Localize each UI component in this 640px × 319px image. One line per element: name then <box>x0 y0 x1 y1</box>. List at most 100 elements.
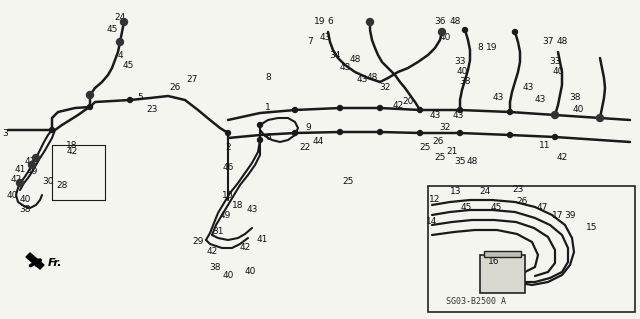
Circle shape <box>225 130 230 136</box>
Circle shape <box>552 135 557 139</box>
Circle shape <box>49 128 54 132</box>
Text: 43: 43 <box>429 110 441 120</box>
Circle shape <box>292 130 298 136</box>
Polygon shape <box>26 253 44 269</box>
Circle shape <box>257 122 262 128</box>
Circle shape <box>292 108 298 113</box>
Text: 48: 48 <box>349 56 361 64</box>
Circle shape <box>378 130 383 135</box>
Circle shape <box>337 130 342 135</box>
Text: Fr.: Fr. <box>48 258 63 268</box>
Text: 45: 45 <box>490 204 502 212</box>
Circle shape <box>88 105 93 109</box>
Text: 25: 25 <box>342 177 354 187</box>
Text: 12: 12 <box>429 196 441 204</box>
Circle shape <box>116 39 124 46</box>
Text: 29: 29 <box>192 238 204 247</box>
Text: 32: 32 <box>380 84 390 93</box>
Text: 22: 22 <box>300 144 310 152</box>
Text: 38: 38 <box>209 263 221 272</box>
Text: 40: 40 <box>6 190 18 199</box>
Text: 25: 25 <box>435 153 445 162</box>
Text: 26: 26 <box>432 137 444 146</box>
Text: 33: 33 <box>549 57 561 66</box>
Text: 43: 43 <box>356 76 368 85</box>
Text: 40: 40 <box>572 106 584 115</box>
Text: 42: 42 <box>556 153 568 162</box>
Text: 41: 41 <box>14 166 26 174</box>
Text: 21: 21 <box>446 147 458 157</box>
Text: 18: 18 <box>232 201 244 210</box>
Text: 43: 43 <box>246 205 258 214</box>
Text: 8: 8 <box>477 43 483 53</box>
Text: 42: 42 <box>239 243 251 253</box>
Text: 3: 3 <box>2 129 8 137</box>
Text: 40: 40 <box>439 33 451 42</box>
Text: 43: 43 <box>24 158 36 167</box>
Text: 27: 27 <box>186 76 198 85</box>
Text: 43: 43 <box>492 93 504 102</box>
Text: 42: 42 <box>10 175 22 184</box>
Text: 37: 37 <box>542 38 554 47</box>
Text: 14: 14 <box>426 218 438 226</box>
Text: 40: 40 <box>19 196 31 204</box>
Text: 16: 16 <box>488 257 500 266</box>
Text: 33: 33 <box>454 57 466 66</box>
Circle shape <box>458 108 463 113</box>
Text: 45: 45 <box>460 204 472 212</box>
Text: 1: 1 <box>265 103 271 113</box>
Text: 19: 19 <box>314 18 326 26</box>
Text: 17: 17 <box>552 211 564 219</box>
Circle shape <box>17 180 24 187</box>
Text: 45: 45 <box>122 61 134 70</box>
Text: 48: 48 <box>449 18 461 26</box>
Circle shape <box>417 130 422 136</box>
Bar <box>428 186 635 312</box>
Text: 38: 38 <box>19 205 31 214</box>
Text: 34: 34 <box>330 50 340 60</box>
Text: 10: 10 <box>222 190 234 199</box>
Text: 40: 40 <box>456 68 468 77</box>
Text: 43: 43 <box>534 95 546 105</box>
Text: 31: 31 <box>212 227 224 236</box>
Text: 38: 38 <box>460 78 471 86</box>
Circle shape <box>257 137 262 143</box>
Text: 43: 43 <box>339 63 351 72</box>
Text: 49: 49 <box>26 167 38 176</box>
Text: SG03-B2500 A: SG03-B2500 A <box>446 298 506 307</box>
Text: 32: 32 <box>439 123 451 132</box>
Text: 40: 40 <box>244 268 256 277</box>
Text: 5: 5 <box>137 93 143 102</box>
Circle shape <box>367 19 372 25</box>
Text: 48: 48 <box>467 158 477 167</box>
Circle shape <box>508 109 513 115</box>
Text: 2: 2 <box>225 144 231 152</box>
Text: 49: 49 <box>220 211 230 219</box>
Circle shape <box>438 28 445 35</box>
Text: 36: 36 <box>435 18 445 26</box>
Text: 24: 24 <box>115 13 125 23</box>
Circle shape <box>552 112 559 118</box>
Text: 18: 18 <box>67 140 77 150</box>
Circle shape <box>86 92 93 99</box>
Text: 30: 30 <box>42 177 54 187</box>
Circle shape <box>417 108 422 113</box>
Circle shape <box>513 29 518 34</box>
Text: 23: 23 <box>147 106 157 115</box>
Circle shape <box>458 130 463 136</box>
Text: 26: 26 <box>516 197 528 206</box>
Text: 28: 28 <box>56 182 68 190</box>
Bar <box>484 251 521 257</box>
Text: 46: 46 <box>222 164 234 173</box>
Text: 48: 48 <box>366 73 378 83</box>
Text: 40: 40 <box>222 271 234 279</box>
Text: 39: 39 <box>564 211 576 219</box>
Text: 26: 26 <box>170 84 180 93</box>
Text: 23: 23 <box>512 186 524 195</box>
Text: 24: 24 <box>479 188 491 197</box>
Text: 42: 42 <box>206 248 218 256</box>
Circle shape <box>596 115 604 122</box>
Text: 45: 45 <box>106 26 118 34</box>
Text: 11: 11 <box>540 140 551 150</box>
Text: 19: 19 <box>486 43 498 53</box>
